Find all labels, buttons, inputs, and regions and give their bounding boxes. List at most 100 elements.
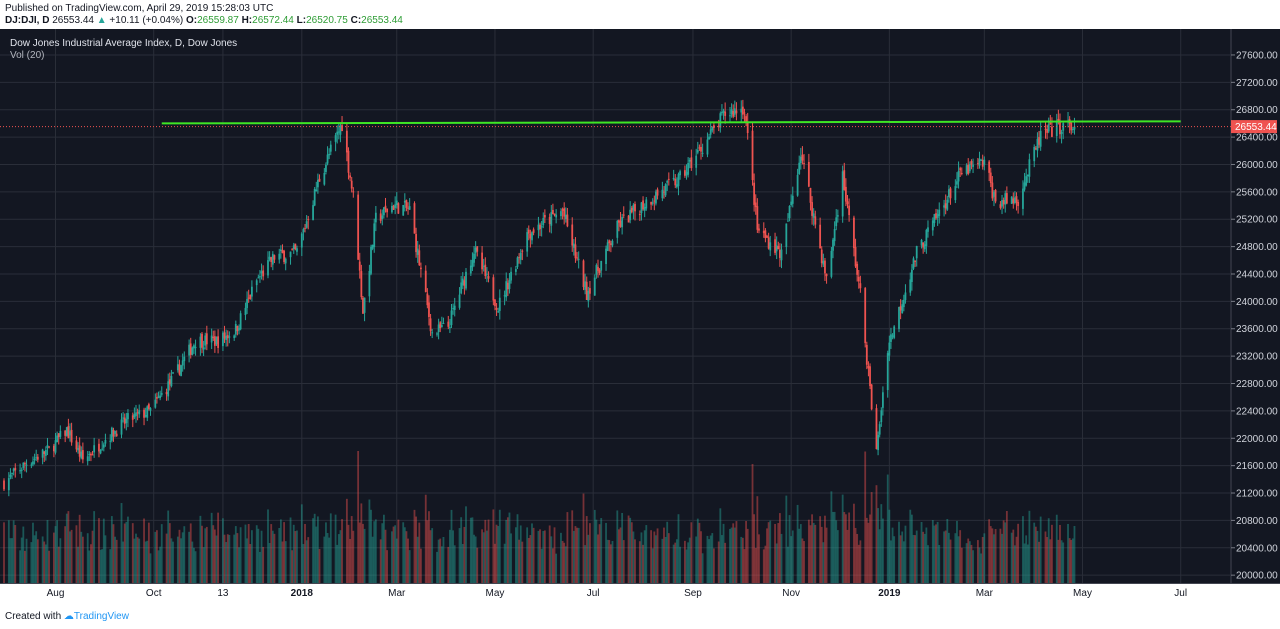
candle-body <box>418 250 421 266</box>
volume-bar <box>777 523 780 583</box>
low-label: L: <box>296 15 307 26</box>
volume-bar <box>954 533 957 583</box>
volume-bar <box>762 549 765 583</box>
candle-body <box>115 433 118 437</box>
volume-bar <box>775 543 778 583</box>
volume-bar <box>914 535 917 583</box>
volume-bar <box>563 542 566 583</box>
created-with-label: Created with <box>5 611 62 622</box>
candle-body <box>880 410 883 423</box>
volume-bar <box>790 536 793 583</box>
volume-bar <box>382 514 385 583</box>
candle-body <box>629 209 632 221</box>
price-chart[interactable]: 20000.00 20400.00 20800.00 21200.00 21600.00… <box>0 29 1280 609</box>
candle-body <box>508 280 511 290</box>
candle-body <box>246 299 248 308</box>
candle-body <box>1033 146 1036 162</box>
volume-bar <box>165 533 168 583</box>
volume-bar <box>144 541 147 583</box>
volume-bar <box>696 518 699 583</box>
resistance-trendline[interactable] <box>161 120 1181 125</box>
volume-bar <box>397 519 400 583</box>
candle-body <box>189 343 192 355</box>
volume-bar <box>202 547 205 583</box>
candle-body <box>424 270 427 293</box>
candle-body <box>672 177 675 180</box>
candle-body <box>101 448 104 450</box>
volume-bar <box>688 537 691 583</box>
volume-bar <box>708 539 710 583</box>
volume-bar <box>440 546 443 583</box>
volume-bar <box>991 528 994 583</box>
volume-bar <box>553 527 556 583</box>
candle-body <box>690 157 693 169</box>
candle-body <box>123 417 126 424</box>
volume-bar <box>959 530 962 583</box>
candle-body <box>722 110 725 113</box>
volume-bar <box>481 529 483 583</box>
candle-body <box>77 447 79 451</box>
candle-body <box>811 202 813 216</box>
volume-bar <box>112 524 115 583</box>
volume-bar <box>527 538 530 583</box>
volume-bar <box>474 536 477 583</box>
candle-body <box>983 159 986 165</box>
candle-body <box>81 450 84 460</box>
volume-bar <box>3 522 5 583</box>
volume-bar <box>799 524 802 583</box>
volume-bar <box>250 530 253 583</box>
volume-bar <box>877 508 879 583</box>
candle-body <box>20 469 23 471</box>
volume-bar <box>722 523 725 583</box>
volume-bar <box>260 530 263 583</box>
candle-body <box>542 218 545 226</box>
candle-body <box>1017 202 1020 207</box>
volume-bar <box>157 550 160 583</box>
open-value: 26559.87 <box>197 15 239 26</box>
volume-bar <box>35 531 38 583</box>
candle-body <box>729 115 731 117</box>
close-value: 26553.44 <box>361 15 403 26</box>
candle-body <box>167 381 170 397</box>
candle-body <box>904 292 907 301</box>
candle-body <box>133 413 136 418</box>
candle-body <box>180 365 182 376</box>
candle-body <box>640 202 643 214</box>
volume-bar <box>698 522 701 583</box>
volume-bar <box>281 541 284 583</box>
candle-body <box>1025 176 1028 186</box>
y-tick-label: 23200.00 <box>1236 352 1278 363</box>
candle-body <box>645 199 648 209</box>
volume-bar <box>812 522 815 583</box>
candle-body <box>655 191 657 204</box>
volume-bar <box>935 524 937 583</box>
candle-body <box>991 182 994 199</box>
volume-bar <box>370 509 372 583</box>
candle-body <box>1051 126 1053 137</box>
candle-body <box>890 334 892 342</box>
volume-bar <box>555 553 558 583</box>
open-label: O: <box>185 15 198 26</box>
volume-bar <box>733 527 736 583</box>
tradingview-logo-icon[interactable]: ☁ <box>63 611 74 622</box>
volume-bar <box>819 516 822 583</box>
volume-bar <box>629 517 632 583</box>
candle-body <box>875 408 878 450</box>
volume-bar <box>135 533 137 583</box>
candle-body <box>751 130 754 181</box>
candle-body <box>426 293 429 306</box>
candle-body <box>677 174 680 187</box>
candle-body <box>154 399 157 408</box>
candle-body <box>606 242 609 251</box>
candle-body <box>12 468 15 472</box>
candle-body <box>273 255 276 260</box>
volume-bar <box>325 522 327 583</box>
tradingview-brand[interactable]: TradingView <box>73 611 129 622</box>
candle-body <box>836 215 839 217</box>
y-tick-label: 26000.00 <box>1236 160 1278 171</box>
x-tick-label: 2018 <box>291 588 314 599</box>
volume-bar <box>960 547 963 583</box>
volume-bar <box>785 495 788 583</box>
candle-body <box>368 271 371 297</box>
candle-body <box>43 451 46 454</box>
